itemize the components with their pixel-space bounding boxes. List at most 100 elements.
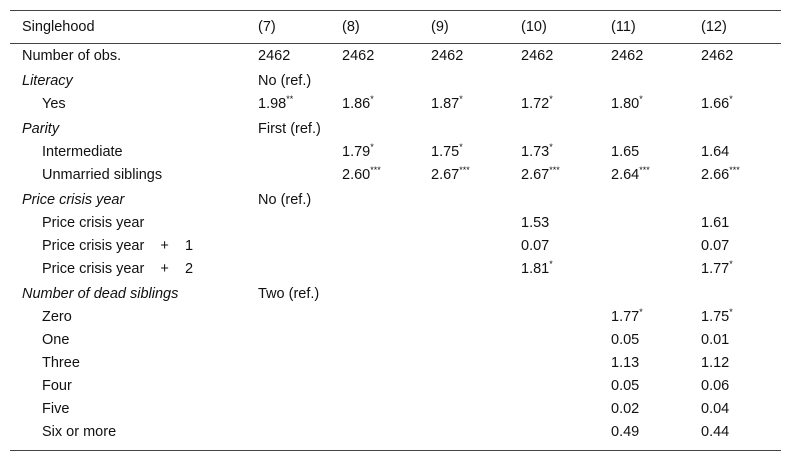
value-cell: 0.01 <box>701 332 730 348</box>
significance: ** <box>286 94 294 104</box>
value-cell: 1.75* <box>701 308 733 326</box>
value-cell: No (ref.) <box>258 73 312 89</box>
value-cell: 1.65 <box>611 144 640 160</box>
value-cell: 2462 <box>521 48 554 64</box>
row-label: Yes <box>42 96 66 112</box>
significance: * <box>729 259 733 269</box>
value-cell: 2462 <box>701 48 734 64</box>
significance: *** <box>370 165 381 175</box>
estimate: 1.77 <box>701 261 730 277</box>
value-cell: Two (ref.) <box>258 286 320 302</box>
value-cell: 1.79* <box>342 143 374 161</box>
header-cell: (7) <box>258 19 276 35</box>
row-label: Four <box>42 378 72 394</box>
value-cell: 1.86* <box>342 95 374 113</box>
estimate: 1.86 <box>342 96 371 112</box>
group-label: Number of dead siblings <box>22 286 179 302</box>
estimate: 1.75 <box>701 309 730 325</box>
value-cell: 2.67*** <box>521 166 560 184</box>
value-cell: 0.06 <box>701 378 730 394</box>
value-cell: 1.77* <box>701 260 733 278</box>
value-cell: 2462 <box>431 48 464 64</box>
row-label: Unmarried siblings <box>42 167 163 183</box>
header-cell: Singlehood <box>22 19 95 35</box>
header-cell: (12) <box>701 19 727 35</box>
value-cell: 1.13 <box>611 355 640 371</box>
row-label: One <box>42 332 70 348</box>
estimate: 1.72 <box>521 96 550 112</box>
significance: * <box>459 142 463 152</box>
value-cell: 1.81* <box>521 260 553 278</box>
value-cell: 1.12 <box>701 355 730 371</box>
row-label: Zero <box>42 309 72 325</box>
value-cell: 0.07 <box>701 238 730 254</box>
value-cell: 1.75* <box>431 143 463 161</box>
row-label: Number of obs. <box>22 48 122 64</box>
top-rule <box>10 10 781 11</box>
value-cell: 2462 <box>258 48 291 64</box>
value-cell: 0.44 <box>701 424 730 440</box>
header-cell: (8) <box>342 19 360 35</box>
value-cell: 0.04 <box>701 401 730 417</box>
estimate: 2.60 <box>342 167 371 183</box>
value-cell: 0.07 <box>521 238 550 254</box>
estimate: 1.87 <box>431 96 460 112</box>
value-cell: 1.64 <box>701 144 730 160</box>
value-cell: First (ref.) <box>258 121 321 137</box>
value-cell: 2462 <box>342 48 375 64</box>
value-cell: 0.49 <box>611 424 640 440</box>
group-label: Literacy <box>22 73 73 89</box>
significance: *** <box>729 165 740 175</box>
significance: * <box>729 94 733 104</box>
group-label: Price crisis year <box>22 192 125 208</box>
row-label: Price crisis year + 1 <box>42 238 194 254</box>
value-cell: 1.73* <box>521 143 553 161</box>
significance: *** <box>549 165 560 175</box>
significance: * <box>549 259 553 269</box>
value-cell: 0.02 <box>611 401 640 417</box>
estimate: 2.67 <box>431 167 460 183</box>
value-cell: 1.72* <box>521 95 553 113</box>
header-cell: (9) <box>431 19 449 35</box>
estimate: 1.77 <box>611 309 640 325</box>
estimate: 2.66 <box>701 167 730 183</box>
significance: * <box>549 142 553 152</box>
estimate: 1.98 <box>258 96 287 112</box>
header-cell: (11) <box>611 19 636 35</box>
significance: * <box>370 94 374 104</box>
value-cell: 1.53 <box>521 215 550 231</box>
value-cell: 2.66*** <box>701 166 740 184</box>
value-cell: 2462 <box>611 48 644 64</box>
header-rule <box>10 43 781 44</box>
value-cell: 1.66* <box>701 95 733 113</box>
value-cell: 1.61 <box>701 215 730 231</box>
row-label: Three <box>42 355 80 371</box>
estimate: 2.64 <box>611 167 640 183</box>
significance: * <box>370 142 374 152</box>
value-cell: 1.80* <box>611 95 643 113</box>
value-cell: 2.64*** <box>611 166 650 184</box>
significance: * <box>639 94 643 104</box>
significance: *** <box>639 165 650 175</box>
value-cell: 2.60*** <box>342 166 381 184</box>
row-label: Price crisis year <box>42 215 145 231</box>
header-cell: (10) <box>521 19 547 35</box>
value-cell: 2.67*** <box>431 166 470 184</box>
value-cell: 1.87* <box>431 95 463 113</box>
estimate: 2.67 <box>521 167 550 183</box>
estimate: 1.79 <box>342 144 371 160</box>
value-cell: No (ref.) <box>258 192 312 208</box>
value-cell: 1.98** <box>258 95 293 113</box>
row-label: Intermediate <box>42 144 123 160</box>
significance: * <box>549 94 553 104</box>
row-label: Price crisis year + 2 <box>42 261 194 277</box>
group-label: Parity <box>22 121 60 137</box>
estimate: 1.75 <box>431 144 460 160</box>
estimate: 1.66 <box>701 96 730 112</box>
value-cell: 1.77* <box>611 308 643 326</box>
significance: * <box>639 307 643 317</box>
estimate: 1.80 <box>611 96 640 112</box>
value-cell: 0.05 <box>611 378 640 394</box>
bottom-rule <box>10 450 781 451</box>
